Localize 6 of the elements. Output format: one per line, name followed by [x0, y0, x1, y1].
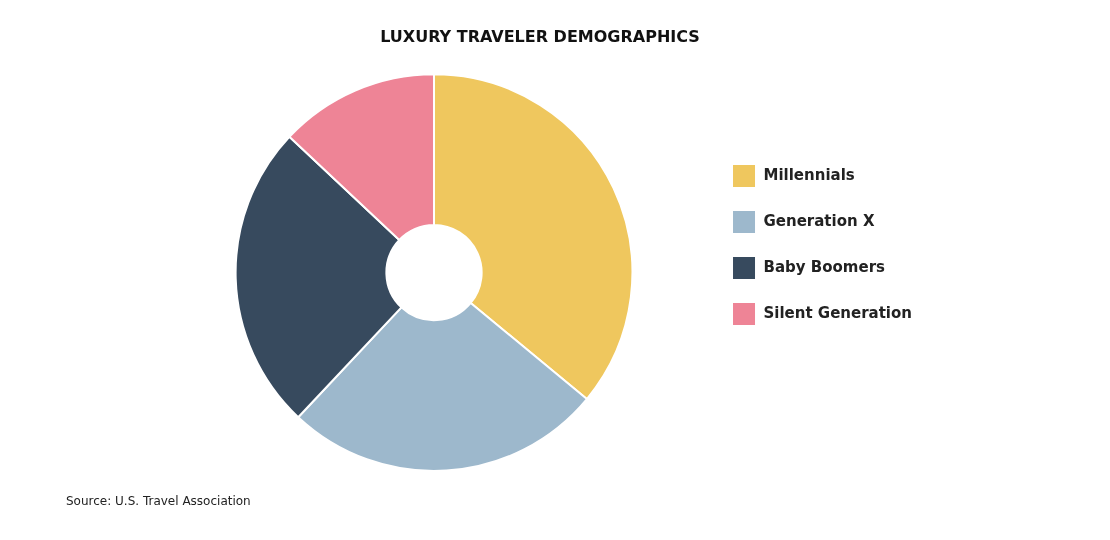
chart-title: LUXURY TRAVELER DEMOGRAPHICS: [380, 26, 700, 46]
legend-label: Silent Generation: [763, 303, 912, 322]
legend-label: Generation X: [763, 211, 875, 230]
legend-label: Baby Boomers: [763, 257, 886, 276]
legend-label: Millennials: [763, 165, 855, 184]
source-note: Source: U.S. Travel Association: [66, 494, 251, 508]
